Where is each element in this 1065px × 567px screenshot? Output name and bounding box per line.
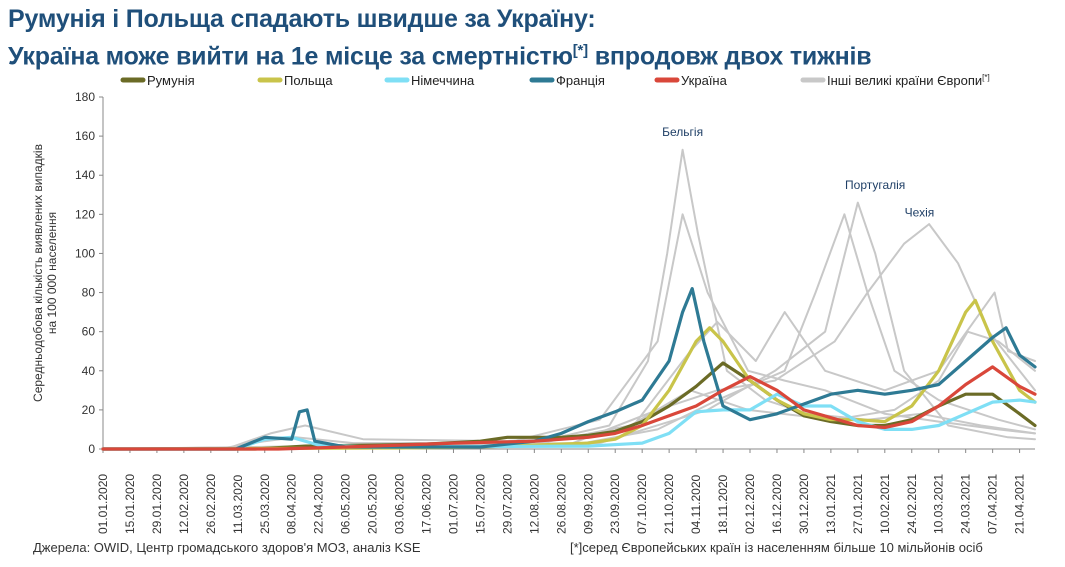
title-line-2: Україна може вийти на 1е місце за смертн… [8,42,872,71]
series-line-Інші великі країни Європи [102,148,1036,450]
y-tick-label: 40 [82,364,96,378]
x-tick-label: 15.07.2020 [473,474,487,534]
annotation: Чехія [905,205,935,219]
y-tick-label: 20 [82,403,96,417]
x-tick-label: 12.08.2020 [527,474,541,534]
legend-label: Україна [681,73,728,88]
series-line-Україна [101,365,1037,451]
footnote: [*]серед Європейських країн із населення… [570,540,983,555]
x-tick-label: 21.10.2020 [662,474,676,534]
x-tick-label: 10.03.2021 [932,474,946,534]
legend-label: Німеччина [411,73,475,88]
x-tick-label: 07.04.2021 [986,474,1000,534]
legend-label: Франція [556,73,605,88]
y-tick-label: 100 [75,246,95,260]
legend-label: Румунія [147,73,195,88]
y-tick-label: 0 [88,442,95,456]
series-line-Румунія [101,361,1037,451]
x-tick-label: 26.08.2020 [554,474,568,534]
x-tick-label: 30.12.2020 [797,474,811,534]
x-tick-label: 15.01.2020 [123,474,137,534]
y-tick-label: 160 [75,129,95,143]
x-tick-label: 16.12.2020 [770,474,784,534]
y-tick-label: 180 [75,90,95,104]
y-axis-label: Середньодобова кількість виявлених випад… [31,144,59,402]
x-tick-label: 01.07.2020 [446,474,460,534]
x-tick-label: 25.03.2020 [258,474,272,534]
y-tick-label: 140 [75,168,95,182]
x-tick-label: 11.03.2020 [231,475,245,534]
x-tick-label: 12.02.2020 [177,474,191,534]
x-tick-label: 10.02.2021 [878,474,892,534]
x-tick-label: 07.10.2020 [635,474,649,534]
series-line-Польща [101,298,1037,451]
x-tick-label: 08.04.2020 [285,474,299,534]
x-tick-label: 29.07.2020 [500,474,514,534]
x-tick-label: 13.01.2021 [824,474,838,534]
chart-title: Румунія і Польща спадають швидше за Укра… [8,4,872,72]
y-tick-label: 120 [75,207,95,221]
x-tick-label: 29.01.2020 [150,474,164,534]
x-tick-label: 04.11.2020 [689,475,703,534]
x-tick-label: 03.06.2020 [393,474,407,534]
legend-label: Польща [284,73,333,88]
annotation: Португалія [845,178,905,192]
x-tick-label: 02.12.2020 [743,474,757,534]
x-tick-label: 26.02.2020 [204,474,218,534]
source-note: Джерела: OWID, Центр громадського здоров… [33,540,421,555]
x-tick-label: 24.02.2021 [905,474,919,534]
y-tick-label: 60 [82,325,96,339]
series-line-Франція [101,287,1037,451]
legend-label: Інші великі країни Європи[*] [827,73,990,88]
x-tick-label: 23.09.2020 [608,474,622,534]
x-tick-label: 27.01.2021 [851,474,865,534]
x-tick-label: 18.11.2020 [716,475,730,534]
x-tick-label: 17.06.2020 [420,474,434,534]
series-line-Інші великі країни Європи [102,223,1036,450]
y-tick-label: 80 [82,286,96,300]
x-tick-label: 09.09.2020 [581,474,595,534]
annotation: Бельгія [662,125,703,139]
x-tick-label: 24.03.2021 [959,474,973,534]
series-line-Німеччина [101,392,1037,451]
x-tick-label: 20.05.2020 [366,474,380,534]
title-line-1: Румунія і Польща спадають швидше за Укра… [8,5,596,33]
x-tick-label: 01.01.2020 [96,474,110,534]
x-tick-label: 06.05.2020 [339,474,353,534]
x-tick-label: 21.04.2021 [1013,474,1027,534]
x-tick-label: 22.04.2020 [312,474,326,534]
series-line-Інші великі країни Європи [102,201,1036,450]
